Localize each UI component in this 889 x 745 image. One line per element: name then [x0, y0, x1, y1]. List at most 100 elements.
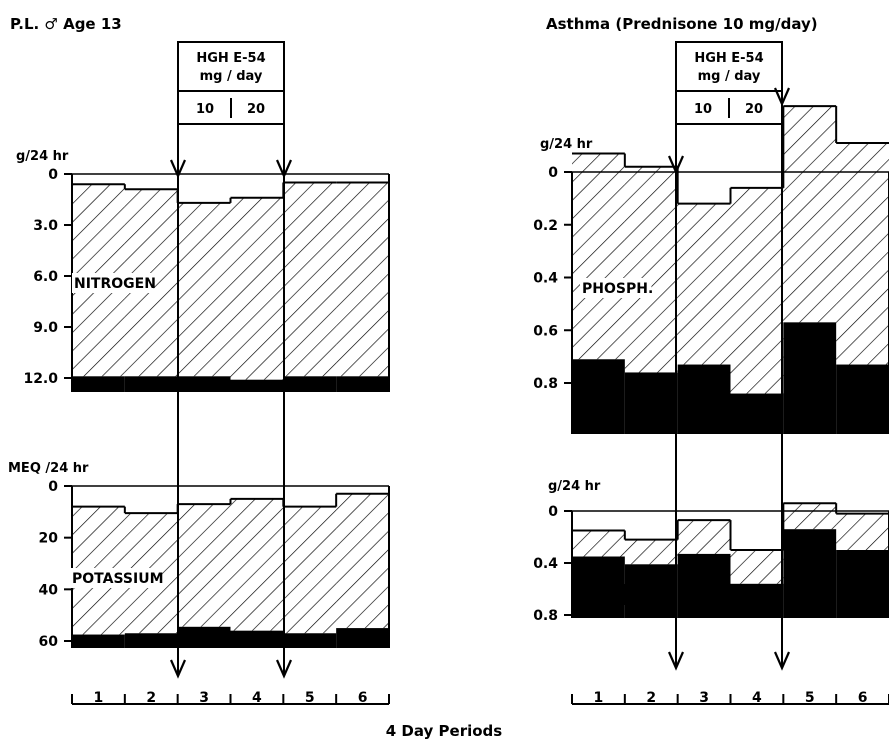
intake-bar-phosphorus-4	[730, 393, 784, 434]
intake-bar-phosphorus-5	[783, 322, 837, 434]
intake-bar-nitrogen-3	[177, 376, 231, 392]
x-tick-label-0-2: 3	[199, 690, 209, 706]
intake-bar-phosphorus-3	[677, 364, 731, 434]
ylabel-nitrogen: g/24 hr	[16, 149, 69, 164]
treatment-lines	[169, 86, 791, 679]
header-left: P.L. ♂ Age 13	[10, 15, 122, 33]
ytick-label-nitrogen-0: 0	[48, 167, 58, 183]
series-label-phosphorus: PHOSPH.	[582, 281, 653, 297]
x-tick-label-1-1: 2	[646, 690, 656, 706]
dose-10-right: 10	[694, 102, 712, 117]
hatch-bar-nitrogen-3	[177, 202, 231, 377]
header-right: Asthma (Prednisone 10 mg/day)	[546, 15, 818, 33]
hatch-bar-potassium-6	[336, 493, 389, 629]
series-label-nitrogen: NITROGEN	[74, 276, 156, 292]
ytick-label-potassium-1: 20	[39, 531, 59, 547]
dose-10-left: 10	[196, 102, 214, 117]
x-tick-label-0-4: 5	[305, 690, 315, 706]
hatch-bar-calcium-5	[783, 503, 837, 530]
hatch-bar-calcium-6	[836, 513, 889, 550]
ylabel-potassium: MEQ /24 hr	[8, 461, 89, 476]
ytick-label-nitrogen-1: 3.0	[33, 218, 58, 234]
panel-potassium: 0 20 40 60 MEQ /24 hr POTASSIUM	[8, 461, 390, 650]
hatch-bar-potassium-4	[230, 498, 284, 631]
intake-bar-potassium-5	[283, 633, 337, 648]
intake-bar-nitrogen-5	[283, 376, 337, 392]
hatch-bar-phosphorus-3	[677, 203, 731, 365]
arrow-start-left-bottom-head	[169, 659, 187, 679]
label-bg-nitrogen	[72, 273, 154, 293]
ytick-label-calcium-2: 0.8	[533, 608, 558, 624]
treatment-label-right: HGH E-54	[694, 51, 763, 66]
intake-bar-potassium-4	[230, 630, 284, 648]
ytick-label-calcium-1: 0.4	[533, 556, 558, 572]
intake-bar-calcium-6	[836, 550, 889, 618]
hatch-bar-potassium-3	[177, 504, 231, 627]
arrow-end-right-bottom-head	[773, 651, 791, 671]
ytick-label-potassium-0: 0	[48, 479, 58, 495]
hatch-bar-phosphorus-5	[783, 106, 837, 323]
intake-bar-nitrogen-4	[230, 379, 284, 392]
x-tick-label-0-0: 1	[94, 690, 104, 706]
treatment-box-right: HGH E-54 mg / day 10 20	[675, 41, 783, 125]
panel-phosphorus: 0 0.2 0.4 0.6 0.8 g/24 hr PHOSPH.	[533, 105, 889, 434]
hatch-bar-calcium-2	[624, 539, 678, 565]
x-tick-label-1-3: 4	[752, 690, 762, 706]
label-bg-potassium	[70, 568, 162, 588]
x-axis-title: 4 Day Periods	[386, 722, 503, 740]
label-bg-phosphorus	[580, 278, 652, 298]
ytick-label-phosphorus-4: 0.8	[533, 376, 558, 392]
intake-bar-nitrogen-6	[336, 376, 389, 392]
hatch-bar-nitrogen-5	[283, 182, 337, 377]
hatch-bar-nitrogen-4	[230, 197, 284, 380]
ytick-label-phosphorus-1: 0.2	[533, 218, 558, 234]
ylabel-phosphorus: g/24 hr	[540, 137, 593, 152]
x-tick-label-0-1: 2	[146, 690, 156, 706]
arrow-end-left-bottom-head	[275, 659, 293, 679]
ytick-label-calcium-0: 0	[548, 504, 558, 520]
arrow-start-right-bottom-head	[667, 651, 685, 671]
hatch-bar-calcium-1	[572, 530, 625, 557]
x-tick-label-1-0: 1	[594, 690, 604, 706]
x-tick-label-0-3: 4	[252, 690, 262, 706]
dose-20-left: 20	[247, 102, 265, 117]
treatment-label-left: HGH E-54	[196, 51, 265, 66]
intake-bar-nitrogen-1	[72, 376, 125, 392]
intake-bar-potassium-6	[336, 628, 389, 648]
treatment-box-left: HGH E-54 mg / day 10 20	[177, 41, 285, 125]
intake-bar-phosphorus-2	[624, 372, 678, 434]
hatch-bar-calcium-3	[677, 520, 731, 554]
x-axis-right: 1 2 3 4 5 6	[571, 690, 889, 706]
intake-bar-potassium-1	[72, 634, 125, 648]
x-tick-label-1-5: 6	[858, 690, 868, 706]
hatch-bar-nitrogen-6	[336, 182, 389, 377]
intake-bar-phosphorus-6	[836, 364, 889, 434]
panel-nitrogen: 0 3.0 6.0 9.0 12.0 g/24 hr NITROGEN	[16, 149, 390, 392]
ytick-label-phosphorus-2: 0.4	[533, 271, 558, 287]
intake-bar-phosphorus-1	[572, 359, 625, 434]
intake-bar-calcium-3	[677, 553, 731, 618]
ytick-label-nitrogen-2: 6.0	[33, 269, 58, 285]
intake-bar-calcium-4	[730, 583, 784, 618]
label-box-calcium	[582, 584, 674, 605]
hatch-bar-potassium-5	[283, 506, 337, 634]
x-axis-left: 1 2 3 4 5 6	[71, 690, 390, 706]
ytick-label-potassium-2: 40	[39, 582, 59, 598]
treatment-unit-right: mg / day	[698, 69, 761, 84]
ytick-label-phosphorus-3: 0.6	[533, 323, 558, 339]
series-label-calcium: CALCIUM	[586, 588, 657, 604]
hatch-bar-phosphorus-1	[572, 153, 625, 360]
hatch-bar-phosphorus-2	[624, 166, 678, 373]
treatment-unit-left: mg / day	[200, 69, 263, 84]
ytick-label-nitrogen-4: 12.0	[23, 371, 58, 387]
x-tick-label-1-2: 3	[699, 690, 709, 706]
ytick-label-phosphorus-0: 0	[548, 165, 558, 181]
intake-bar-potassium-3	[177, 626, 231, 648]
ylabel-calcium: g/24 hr	[548, 479, 601, 494]
hatch-bar-calcium-4	[730, 550, 784, 584]
hatch-bar-phosphorus-6	[836, 142, 889, 365]
intake-bar-potassium-2	[124, 633, 178, 648]
panel-calcium: 0 0.4 0.8 g/24 hr CALCIUM	[533, 479, 889, 624]
hatch-bar-phosphorus-4	[730, 187, 784, 394]
